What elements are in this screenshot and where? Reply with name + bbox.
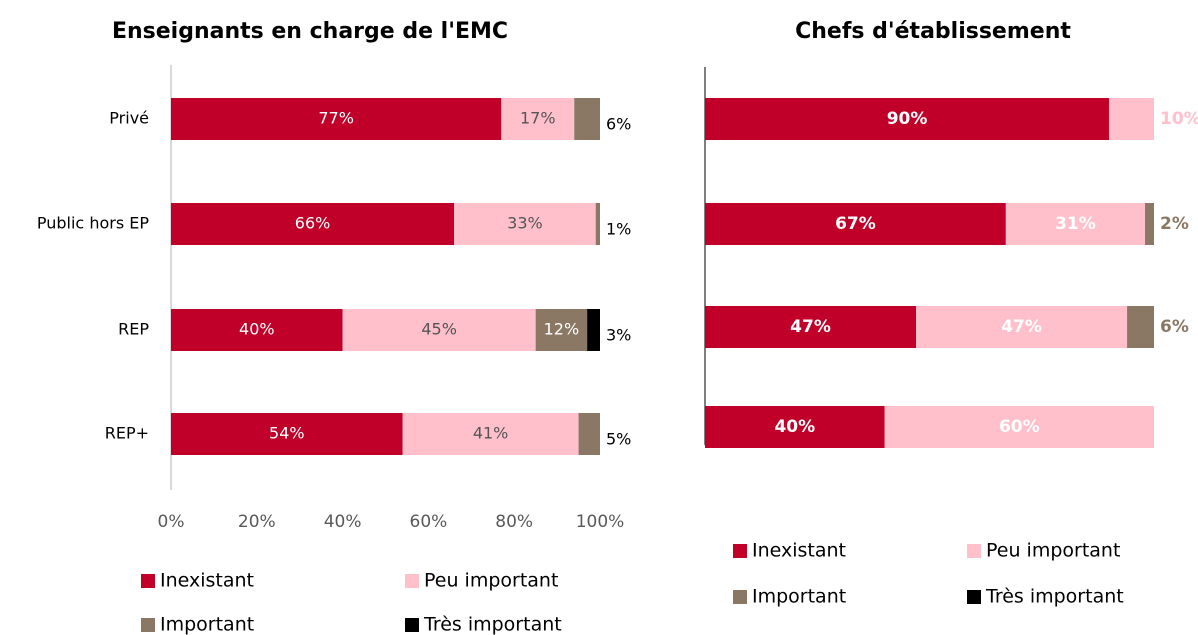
data-label: 2%: [1160, 214, 1189, 234]
data-label: 41%: [473, 424, 509, 443]
data-label: 6%: [606, 115, 631, 134]
bar-segment: [1109, 98, 1154, 140]
legend-swatch: [733, 544, 747, 558]
x-tick-label: 80%: [495, 512, 533, 532]
y-tick-label: REP: [118, 320, 149, 339]
x-tick-label: 100%: [576, 512, 625, 532]
y-tick-label: Privé: [109, 109, 149, 128]
bar-segment: [535, 309, 588, 351]
data-label: 66%: [295, 214, 331, 233]
data-label: 3%: [606, 326, 631, 345]
legend-label: Important: [752, 586, 846, 608]
chart-title: Enseignants en charge de l'EMC: [112, 19, 508, 44]
legend-label: Peu important: [986, 540, 1120, 562]
bar-segment: [171, 203, 455, 245]
bar-segment: [705, 203, 1006, 245]
data-label: 45%: [421, 320, 457, 339]
data-label: 5%: [606, 430, 631, 449]
bar-segment: [171, 413, 403, 455]
bar-segment: [705, 98, 1110, 140]
bar-segment: [402, 413, 579, 455]
legend-label: Peu important: [424, 570, 558, 592]
bar-segment: [1127, 306, 1154, 348]
x-tick-label: 60%: [410, 512, 448, 532]
legend-swatch: [141, 618, 155, 632]
bar-segment: [171, 309, 343, 351]
x-tick-label: 20%: [238, 512, 276, 532]
y-tick-label: REP+: [105, 424, 149, 443]
bar-segment: [578, 413, 600, 455]
data-label: 40%: [774, 417, 815, 437]
chart-title: Chefs d'établissement: [795, 19, 1071, 44]
x-tick-label: 40%: [324, 512, 362, 532]
data-label: 47%: [790, 317, 831, 337]
data-label: 10%: [1160, 109, 1198, 129]
legend-swatch: [967, 544, 981, 558]
legend-label: Très important: [985, 586, 1124, 608]
legend-label: Inexistant: [160, 570, 254, 592]
legend-swatch: [733, 590, 747, 604]
data-label: 90%: [887, 109, 928, 129]
bar-segment: [171, 98, 502, 140]
bar-segment: [1005, 203, 1146, 245]
data-label: 77%: [318, 109, 354, 128]
data-label: 33%: [507, 214, 543, 233]
data-label: 6%: [1160, 317, 1189, 337]
bar-segment: [705, 406, 885, 448]
data-label: 31%: [1055, 214, 1096, 234]
bar-segment: [587, 309, 600, 351]
legend-swatch: [967, 590, 981, 604]
y-tick-label: Public hors EP: [37, 214, 149, 233]
bar-segment: [916, 306, 1128, 348]
data-label: 12%: [544, 320, 580, 339]
legend-label: Inexistant: [752, 540, 846, 562]
bar-segment: [595, 203, 600, 245]
bar-segment: [501, 98, 575, 140]
bar-segment: [705, 306, 917, 348]
legend-label: Très important: [423, 614, 562, 635]
data-label: 60%: [999, 417, 1040, 437]
bar-segment: [342, 309, 536, 351]
data-label: 1%: [606, 220, 631, 239]
bar-segment: [574, 98, 600, 140]
bar-segment: [884, 406, 1154, 448]
legend-swatch: [405, 574, 419, 588]
legend-swatch: [405, 618, 419, 632]
data-label: 67%: [835, 214, 876, 234]
data-label: 54%: [269, 424, 305, 443]
data-label: 47%: [1001, 317, 1042, 337]
legend-swatch: [141, 574, 155, 588]
bar-segment: [1145, 203, 1154, 245]
data-label: 40%: [239, 320, 275, 339]
bar-segment: [454, 203, 596, 245]
legend-label: Important: [160, 614, 254, 635]
data-label: 17%: [520, 109, 556, 128]
x-tick-label: 0%: [158, 512, 185, 532]
